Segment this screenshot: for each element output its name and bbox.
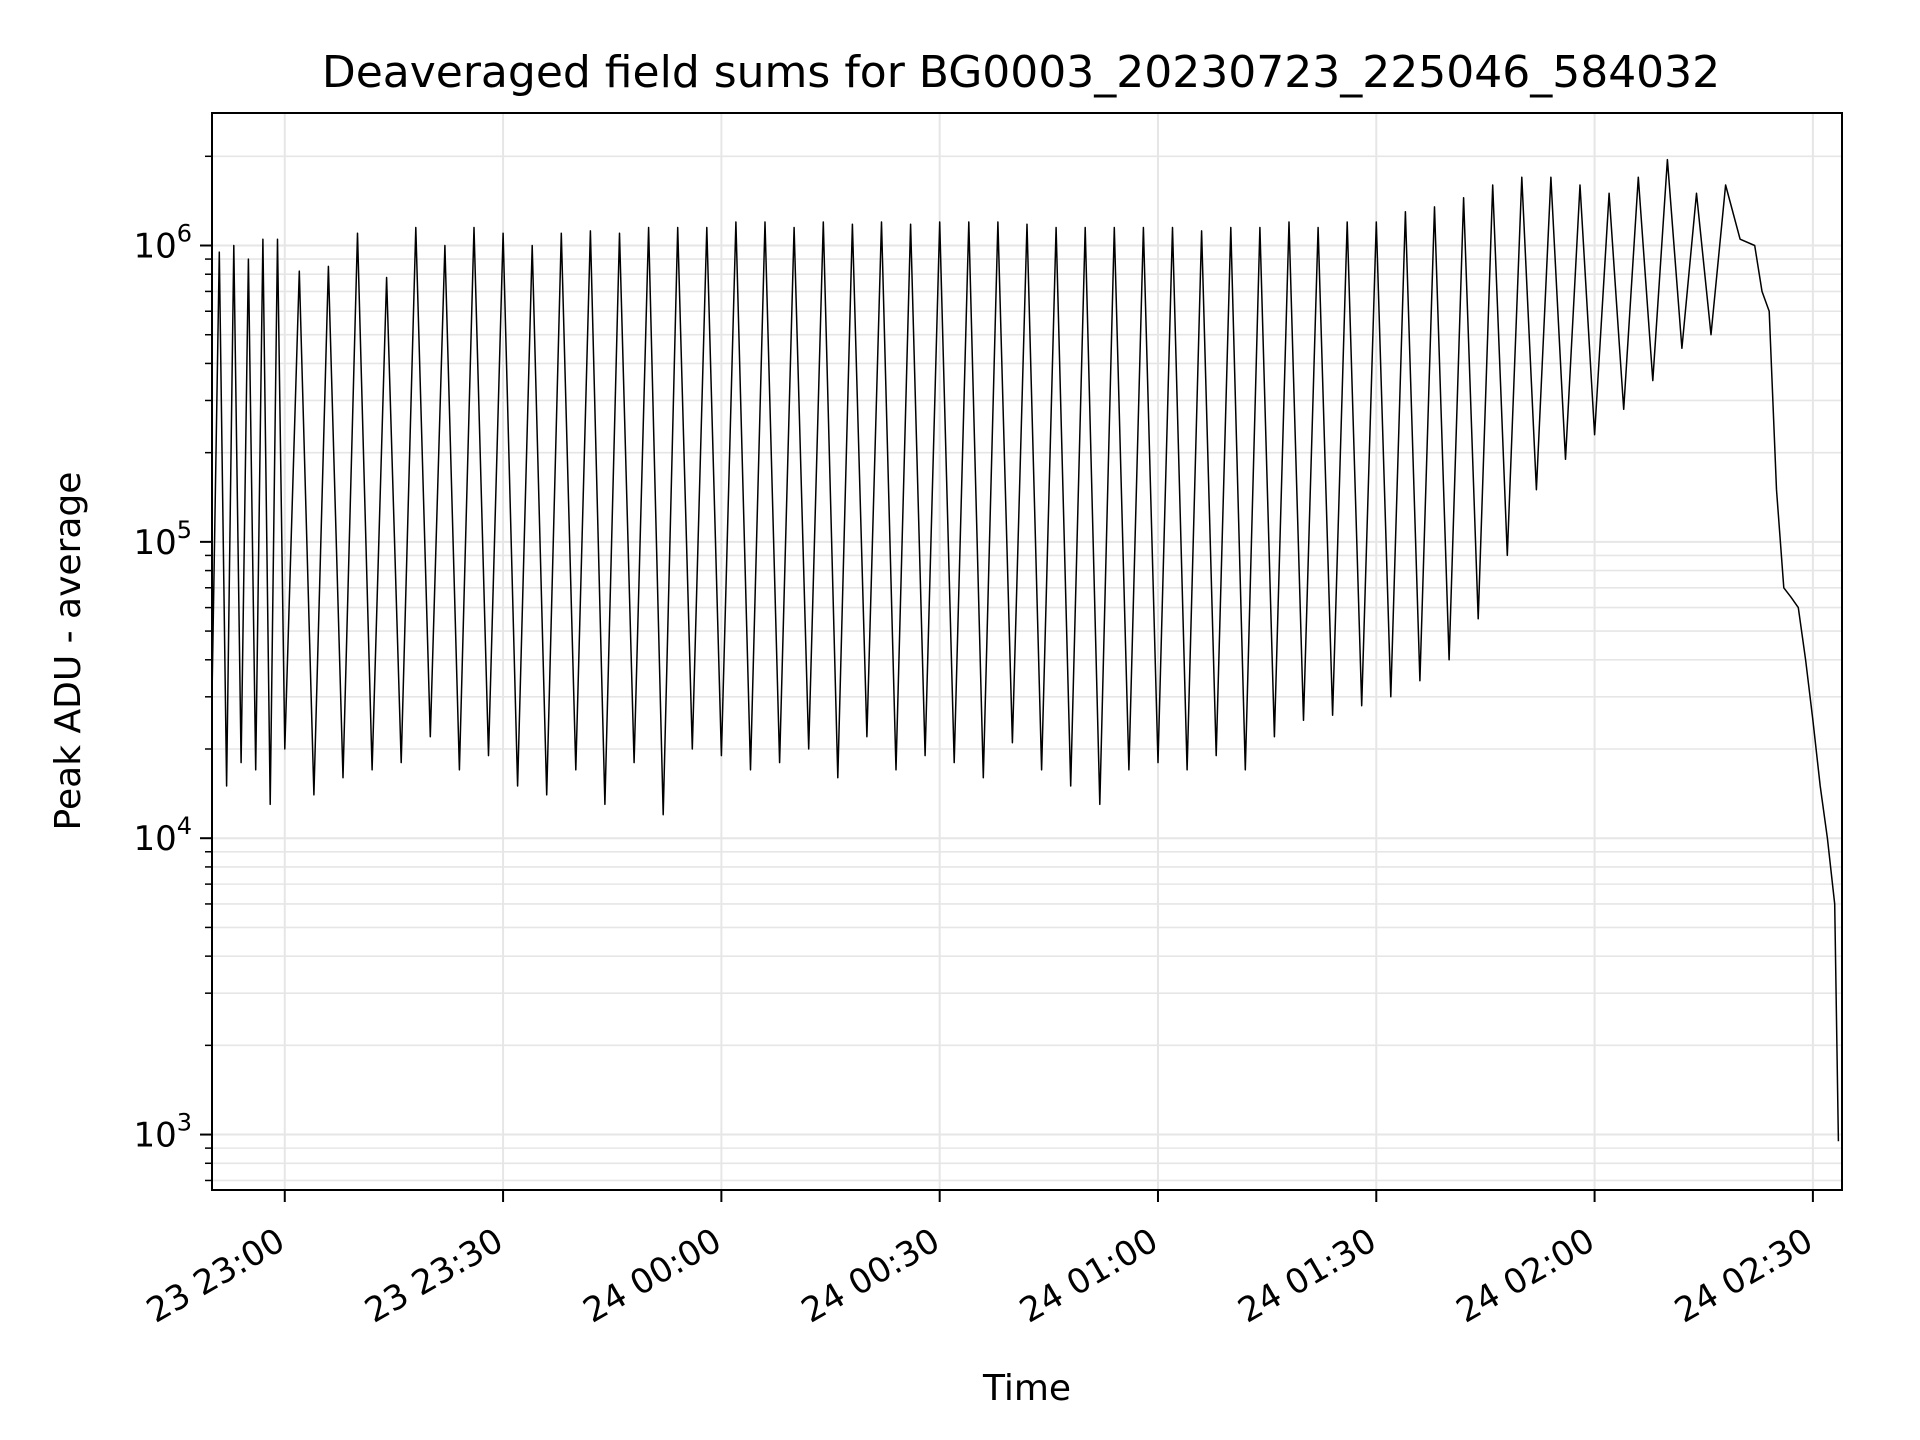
- series-group: [211, 158, 1840, 1142]
- y-axis: 103 104 105 106: [133, 155, 212, 1182]
- plot-frame: [211, 112, 1843, 1191]
- grid: [212, 113, 1842, 1190]
- y-tick-label: 105: [133, 516, 192, 563]
- series-line: [211, 158, 1840, 1142]
- y-tick-label: 103: [133, 1109, 192, 1156]
- y-tick-label: 104: [133, 812, 192, 859]
- y-tick-label: 106: [133, 220, 192, 267]
- chart-title: Deaveraged field sums for BG0003_2023072…: [322, 47, 1720, 98]
- x-axis-label: Time: [982, 1368, 1071, 1409]
- y-axis-label: Peak ADU - average: [48, 472, 89, 831]
